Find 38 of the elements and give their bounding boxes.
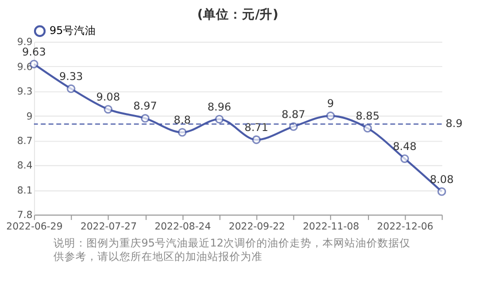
point: [400, 154, 410, 163]
point: [104, 104, 112, 114]
data-label: 9.33: [59, 70, 83, 83]
data-label: 8.85: [356, 109, 380, 122]
point: [215, 114, 224, 124]
point: [66, 84, 76, 94]
legend-label: 95号汽油: [50, 24, 96, 38]
x-tick-label: 2022-07-27: [80, 222, 137, 233]
y-tick-label: 8.1: [17, 185, 33, 196]
data-label: 8.08: [430, 172, 454, 186]
data-label: 9.08: [96, 90, 120, 104]
text: 说明：图例为重庆95号汽油最近12次调价的油价走势，本网站油价数据仅供参考，请以您所在地区的加油站报价为准: [53, 236, 411, 264]
point: [140, 114, 150, 123]
y-tick-label: 7.8: [17, 210, 33, 222]
y-tick-label: 9: [26, 111, 33, 122]
chart-title: (单位：元/升): [197, 6, 278, 22]
data-label: 8.48: [392, 140, 417, 153]
data-label: 8.97: [133, 100, 158, 113]
point: [289, 122, 298, 131]
y-tick-label: 9.6: [17, 62, 33, 73]
point: [252, 135, 261, 144]
ref-line-label: 8.9: [446, 117, 463, 130]
data-label: 8.96: [207, 100, 232, 114]
y-tick-label: 9.3: [17, 86, 33, 98]
point: [178, 128, 187, 137]
point: [326, 112, 335, 120]
x-tick-label: 2022-08-24: [154, 222, 211, 233]
point: [437, 187, 446, 196]
point: [363, 124, 372, 133]
data-label: 8.87: [282, 108, 306, 121]
x-tick-label: 2022-11-08: [302, 222, 360, 233]
y-tick-label: 8.4: [17, 160, 33, 172]
data-label: 8.8: [174, 114, 191, 127]
y-tick-label: 8.7: [17, 136, 33, 147]
x-tick-label: 2022-12-06: [377, 222, 434, 233]
x-tick-label: 2022-09-22: [228, 222, 286, 233]
data-label: 9: [327, 97, 334, 110]
x-tick-label: 2022-06-29: [6, 222, 63, 233]
